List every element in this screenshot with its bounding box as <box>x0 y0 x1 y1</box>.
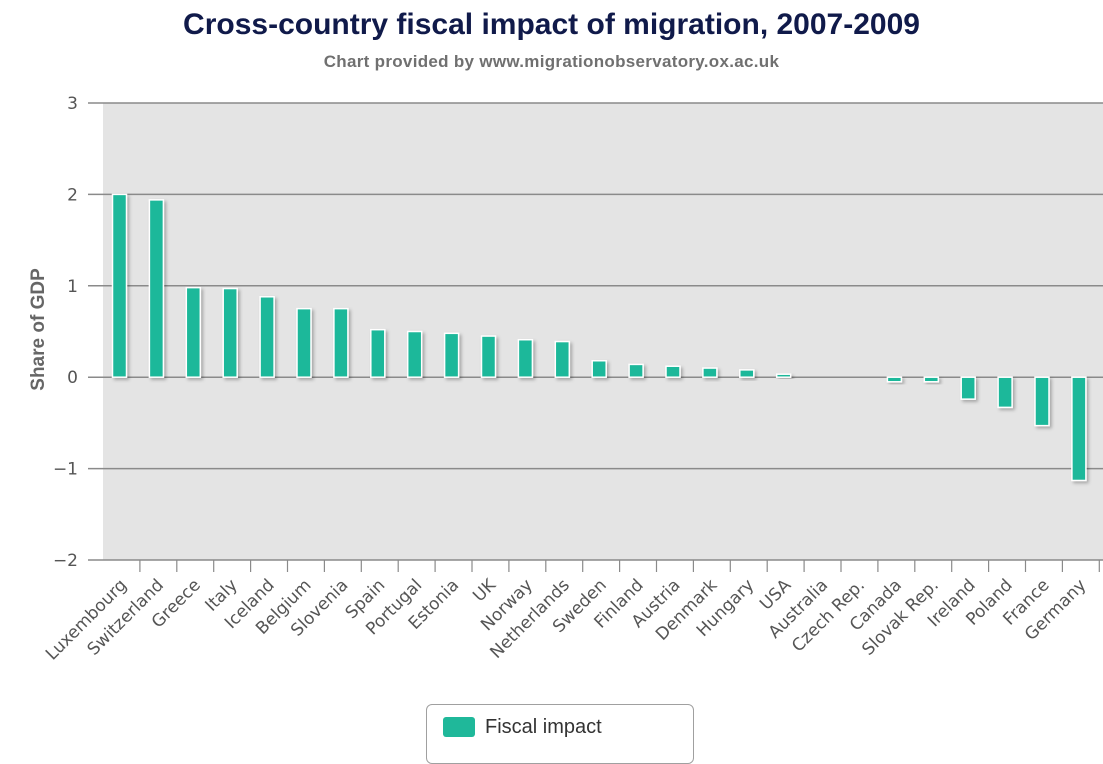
bar-norway[interactable] <box>517 338 534 378</box>
plot-area <box>103 103 1103 560</box>
legend[interactable]: Fiscal impact <box>426 704 694 764</box>
y-tick-label: 2 <box>67 185 78 205</box>
bar-denmark[interactable] <box>702 367 718 378</box>
bar-greece[interactable] <box>185 286 202 378</box>
y-tick-label: 1 <box>67 277 78 297</box>
bar-finland[interactable] <box>628 363 644 378</box>
bar-sweden[interactable] <box>591 359 607 378</box>
bar-poland[interactable] <box>997 376 1013 409</box>
bar-austria[interactable] <box>665 365 681 378</box>
y-tick-label: 0 <box>67 368 78 388</box>
x-axis-ticks <box>139 560 1100 572</box>
chart-subtitle: Chart provided by www.migrationobservato… <box>323 52 780 71</box>
bar-iceland[interactable] <box>259 296 275 378</box>
legend-swatch <box>443 717 475 737</box>
y-axis-ticks: 3 2 1 0 −1 −2 <box>53 94 78 571</box>
bar-ireland[interactable] <box>960 376 976 400</box>
bar-slovenia[interactable] <box>333 307 349 378</box>
bars <box>111 193 1087 482</box>
y-tick-label: 3 <box>67 94 78 114</box>
bar-luxembourg[interactable] <box>111 193 128 378</box>
bar-portugal[interactable] <box>406 330 423 378</box>
bar-usa[interactable] <box>775 373 792 378</box>
y-tick-label: −1 <box>53 460 78 480</box>
bar-estonia[interactable] <box>443 332 460 378</box>
y-tick-label: −2 <box>53 551 78 571</box>
bar-italy[interactable] <box>222 287 238 378</box>
x-axis-labels: LuxembourgSwitzerlandGreeceItalyIcelandB… <box>42 575 1090 665</box>
bar-spain[interactable] <box>370 328 386 378</box>
chart-title: Cross-country fiscal impact of migration… <box>183 8 920 41</box>
bar-slovak-rep[interactable] <box>923 376 940 383</box>
bar-germany[interactable] <box>1071 376 1087 482</box>
bar-hungary[interactable] <box>739 369 755 378</box>
bar-switzerland[interactable] <box>148 199 165 378</box>
bar-netherlands[interactable] <box>554 340 571 378</box>
bar-canada[interactable] <box>886 376 903 383</box>
bar-france[interactable] <box>1034 376 1050 427</box>
bar-uk[interactable] <box>480 335 497 378</box>
bar-chart: 3 2 1 0 −1 −2 LuxembourgSwitzerlandGreeceItal… <box>28 94 1103 665</box>
y-axis-title: Share of GDP <box>28 268 49 391</box>
legend-label: Fiscal impact <box>485 716 602 738</box>
bar-belgium[interactable] <box>296 307 312 378</box>
